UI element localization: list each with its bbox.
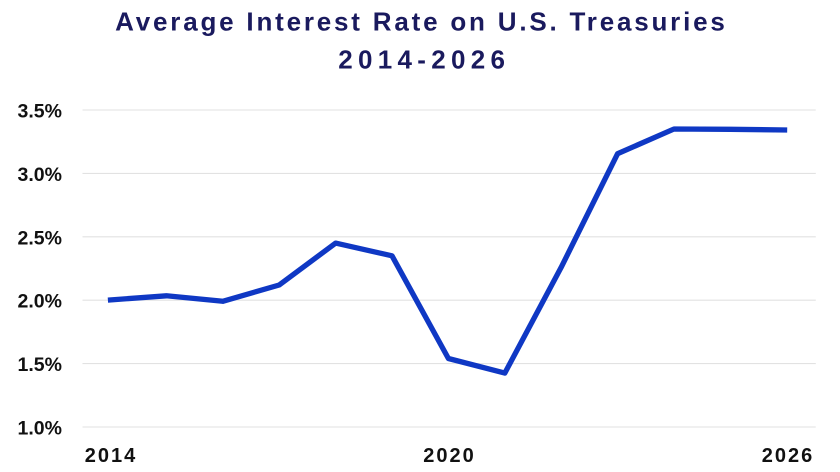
- svg-text:1.5%: 1.5%: [18, 354, 62, 376]
- svg-text:2014: 2014: [85, 445, 138, 467]
- svg-text:2.0%: 2.0%: [18, 291, 62, 313]
- svg-text:1.0%: 1.0%: [18, 418, 62, 440]
- svg-text:Average Interest Rate on U.S.: Average Interest Rate on U.S. Treasuries: [115, 7, 727, 37]
- svg-text:3.5%: 3.5%: [18, 101, 62, 123]
- svg-text:2.5%: 2.5%: [18, 227, 62, 249]
- svg-text:2026: 2026: [762, 445, 815, 467]
- svg-text:2014-2026: 2014-2026: [338, 44, 510, 74]
- svg-text:2020: 2020: [423, 445, 476, 467]
- svg-text:3.0%: 3.0%: [18, 164, 62, 186]
